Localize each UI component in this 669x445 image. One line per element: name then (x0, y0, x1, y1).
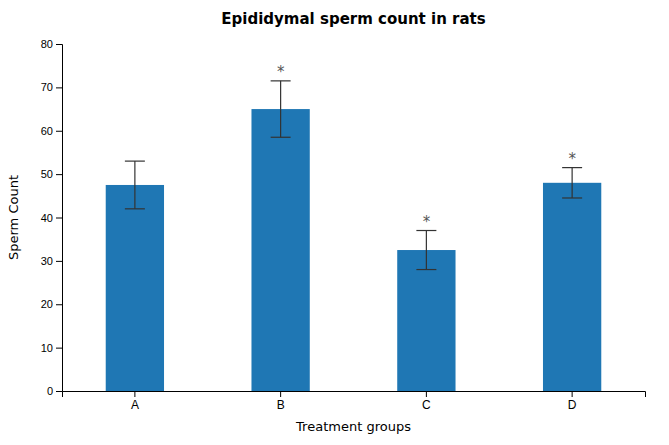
error-bar-stem (572, 168, 573, 198)
error-bar (271, 81, 291, 137)
x-tick-mark (280, 391, 281, 397)
y-tick-label: 80 (41, 38, 53, 50)
bar (106, 185, 164, 391)
error-bar-stem (134, 161, 135, 209)
y-tick-label: 40 (41, 212, 53, 224)
annotations: * * * (277, 63, 577, 231)
y-axis: 0 10 20 30 40 50 60 70 80 (41, 38, 63, 397)
annotation: * (277, 63, 285, 81)
x-tick-label: D (568, 398, 577, 412)
y-tick-label: 10 (41, 342, 53, 354)
x-axis: A B C D (63, 391, 646, 412)
y-axis-line (56, 45, 63, 392)
y-tick-mark (56, 304, 62, 305)
y-tick: 30 (41, 255, 62, 267)
y-tick: 50 (41, 168, 62, 180)
y-tick-label: 30 (41, 255, 53, 267)
error-bar (416, 231, 436, 270)
y-tick: 0 (47, 385, 62, 397)
y-tick-label: 50 (41, 168, 53, 180)
y-tick-mark (56, 391, 62, 392)
y-tick-mark (56, 174, 62, 175)
x-tick: A (131, 391, 139, 412)
x-tick-label: C (422, 398, 431, 412)
y-tick-mark (56, 44, 62, 45)
x-tick: C (422, 391, 431, 412)
y-tick-mark (56, 261, 62, 262)
x-axis-title: Treatment groups (295, 419, 411, 434)
error-bar-cap (271, 137, 291, 138)
error-bar (562, 168, 582, 198)
y-tick-mark (56, 348, 62, 349)
y-tick: 60 (41, 125, 62, 137)
x-tick-label: B (277, 398, 285, 412)
error-bar-cap (125, 161, 145, 162)
y-tick-mark (56, 218, 62, 219)
y-tick-mark (56, 87, 62, 88)
y-tick-mark (56, 131, 62, 132)
annotation: * (423, 213, 431, 231)
y-tick-label: 20 (41, 298, 53, 310)
error-bar-stem (426, 231, 427, 270)
y-tick: 70 (41, 81, 62, 93)
bar (251, 109, 309, 391)
error-bar (125, 161, 145, 209)
y-axis-title: Sperm Count (6, 175, 21, 260)
marks (106, 81, 602, 391)
x-axis-line (63, 392, 646, 398)
error-bar-stem (280, 81, 281, 137)
x-tick: D (568, 391, 577, 412)
y-tick: 10 (41, 342, 62, 354)
error-bar-cap (125, 208, 145, 209)
y-tick-label: 60 (41, 125, 53, 137)
annotation: * (568, 150, 576, 168)
x-tick: B (277, 391, 285, 412)
chart-svg: A B C D 0 10 20 30 40 50 60 70 80 * * * Epididymal sperm… (0, 0, 669, 445)
y-tick: 80 (41, 38, 62, 50)
x-tick-mark (134, 391, 135, 397)
error-bar-cap (416, 269, 436, 270)
title: Epididymal sperm count in rats (221, 10, 485, 28)
bar (397, 250, 455, 391)
y-tick: 40 (41, 212, 62, 224)
x-tick-mark (426, 391, 427, 397)
x-tick-label: A (131, 398, 139, 412)
x-tick-mark (572, 391, 573, 397)
error-bar-cap (562, 197, 582, 198)
y-tick-label: 70 (41, 81, 53, 93)
plot-area: A B C D 0 10 20 30 40 50 60 70 80 * * * (41, 38, 646, 412)
chart-container: A B C D 0 10 20 30 40 50 60 70 80 * * * Epididymal sperm… (0, 0, 669, 445)
y-tick-label: 0 (47, 385, 53, 397)
y-tick: 20 (41, 298, 62, 310)
bar (543, 183, 601, 391)
